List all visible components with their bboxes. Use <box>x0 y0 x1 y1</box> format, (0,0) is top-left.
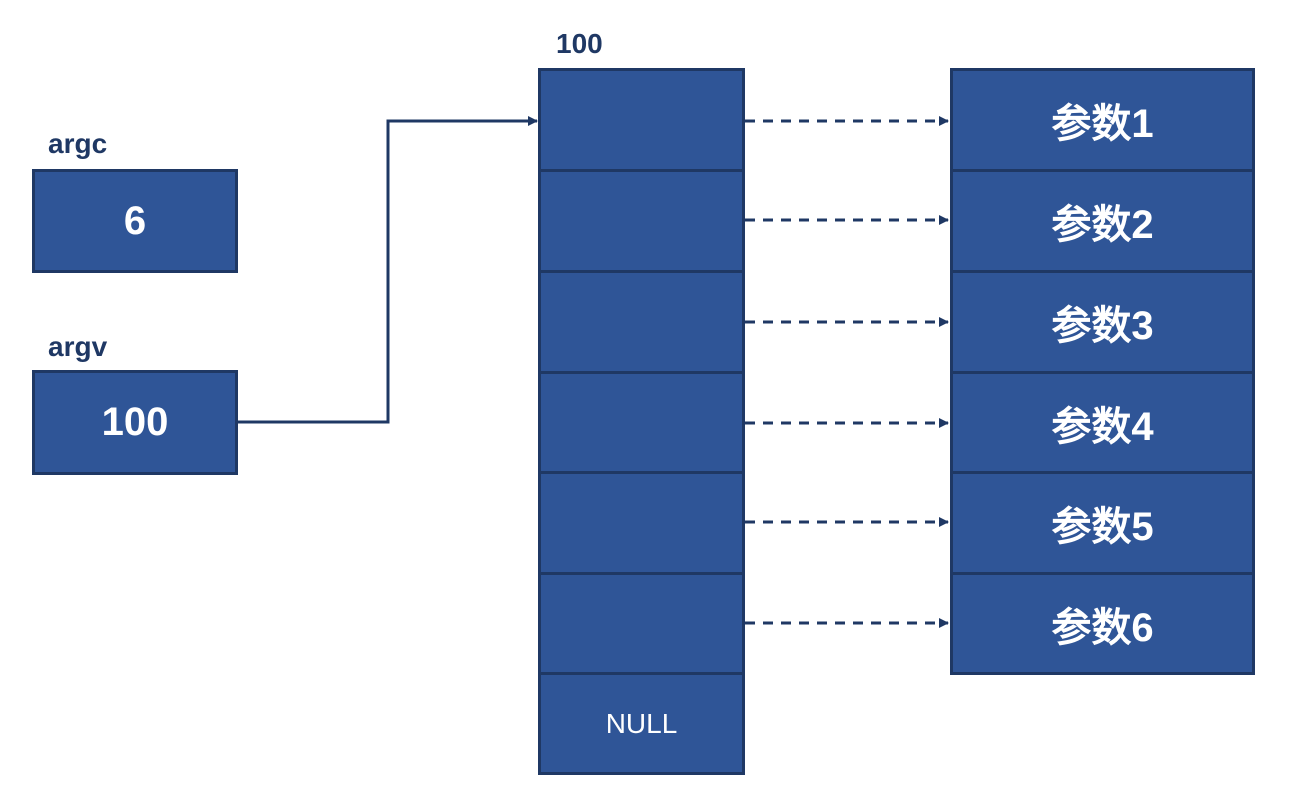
param-box-4: 参数4 <box>950 371 1255 475</box>
argv-pointer-arrow <box>238 116 538 424</box>
param-label: 参数4 <box>1051 405 1154 449</box>
param-box-6: 参数6 <box>950 572 1255 675</box>
param-box-2: 参数2 <box>950 169 1255 273</box>
param-label: 参数6 <box>1051 605 1154 650</box>
argc-box: 6 <box>32 169 238 273</box>
array-address-label: 100 <box>556 28 603 59</box>
null-text: NULL <box>605 707 678 739</box>
argc-label: argc <box>48 128 108 159</box>
param-box-3: 参数3 <box>950 270 1255 374</box>
param-label: 参数2 <box>1051 203 1154 247</box>
argv-label: argv <box>48 331 108 362</box>
argv-box: 100 <box>32 370 238 475</box>
param-label: 参数1 <box>1051 102 1154 146</box>
param-label: 参数3 <box>1051 304 1154 348</box>
argc-value: 6 <box>123 198 147 243</box>
argv-value: 100 <box>101 400 169 444</box>
array-cell-null: NULL <box>538 672 745 775</box>
array-cell-5 <box>538 572 745 675</box>
param-label: 参数5 <box>1051 505 1154 549</box>
